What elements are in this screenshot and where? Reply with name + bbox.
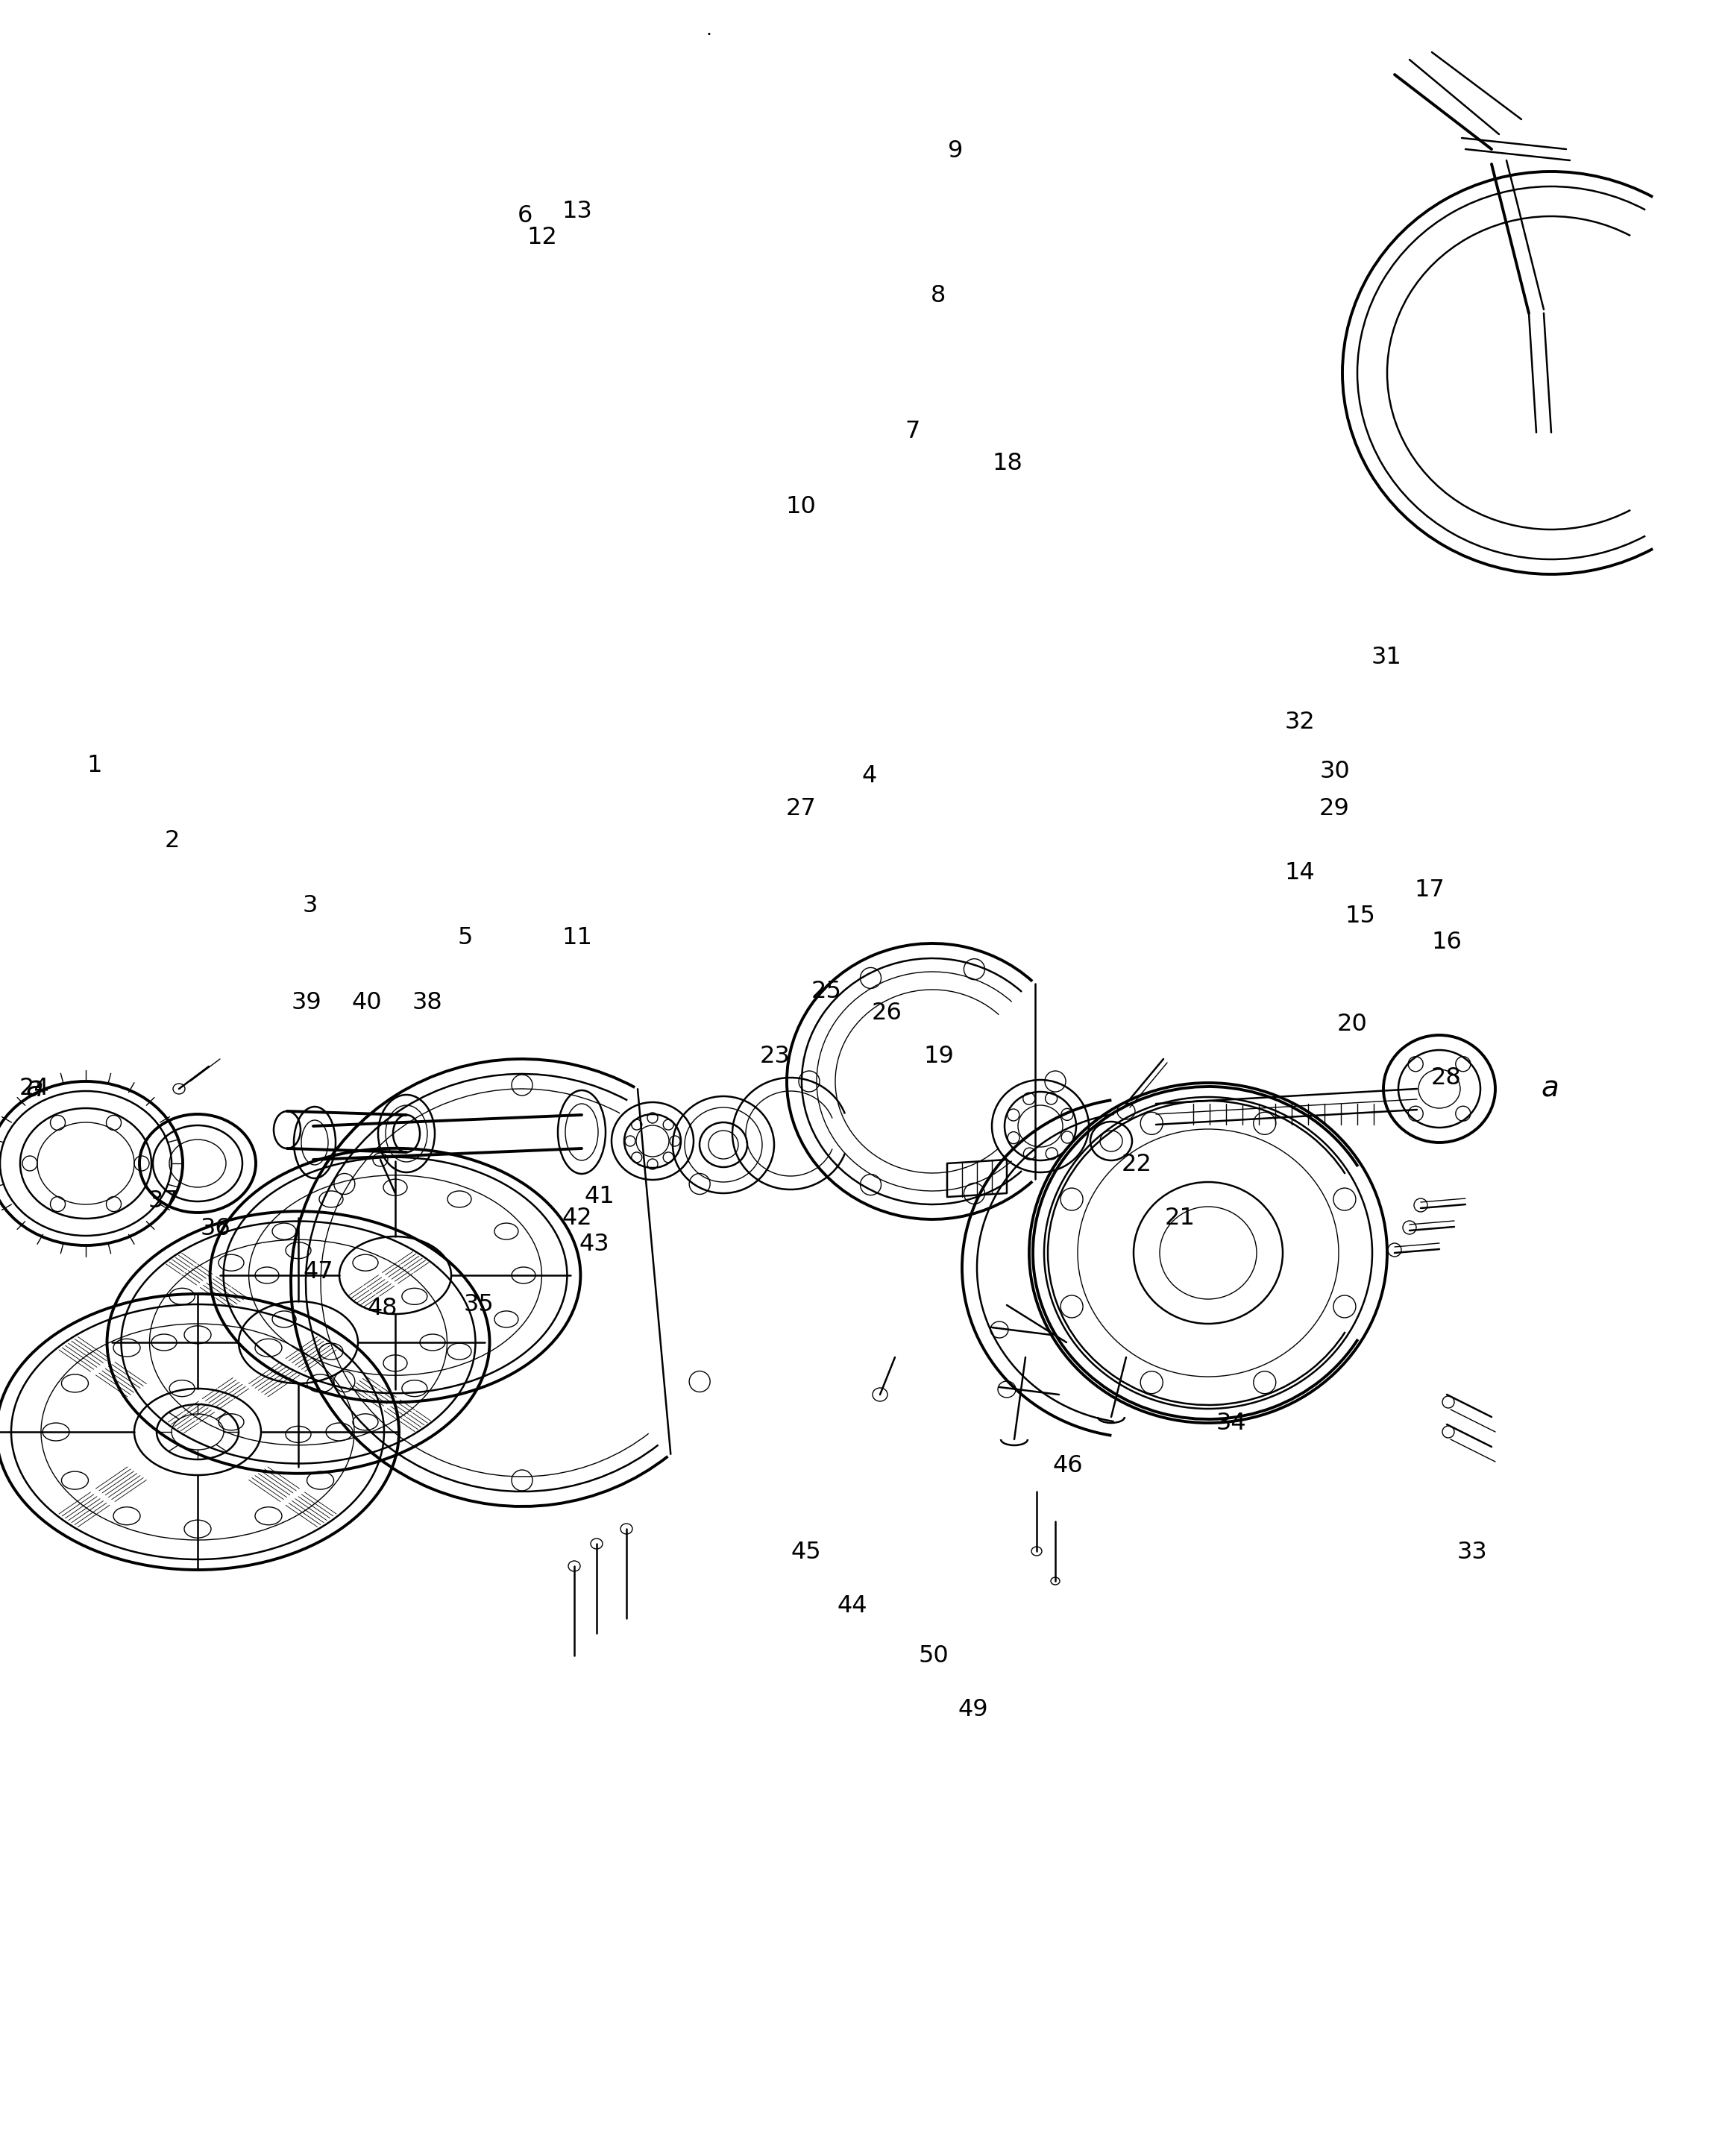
Text: 6: 6 [518,205,532,226]
Text: 14: 14 [1285,862,1316,884]
Text: 49: 49 [957,1699,988,1720]
Text: 17: 17 [1414,880,1445,901]
Text: 9: 9 [949,140,963,162]
Text: 7: 7 [906,420,920,442]
Text: 18: 18 [992,453,1023,474]
Text: 46: 46 [1052,1455,1083,1477]
Text: 22: 22 [1121,1153,1152,1175]
Text: 42: 42 [561,1207,592,1229]
Text: 15: 15 [1345,906,1376,927]
Text: 11: 11 [561,927,592,949]
Text: 26: 26 [871,1003,902,1024]
Text: 19: 19 [923,1046,954,1067]
Text: 43: 43 [579,1233,610,1255]
Text: 48: 48 [367,1298,398,1319]
Text: 27: 27 [785,798,816,819]
Text: 32: 32 [1285,711,1316,733]
Text: 44: 44 [837,1595,868,1617]
Text: 1: 1 [88,755,102,776]
Text: 21: 21 [1164,1207,1195,1229]
Text: 23: 23 [759,1046,790,1067]
Text: 47: 47 [303,1261,334,1283]
Text: 38: 38 [412,992,443,1013]
Text: .: . [706,22,711,39]
Text: 16: 16 [1431,931,1462,953]
Text: 8: 8 [932,285,945,306]
Text: 33: 33 [1457,1542,1488,1563]
Text: 45: 45 [790,1542,821,1563]
Text: 41: 41 [584,1186,615,1207]
Text: a: a [1541,1074,1558,1104]
Text: 5: 5 [458,927,472,949]
Text: a: a [26,1074,43,1104]
Text: 40: 40 [351,992,382,1013]
Text: 4: 4 [863,765,876,787]
Text: 50: 50 [918,1645,949,1667]
Text: 20: 20 [1336,1013,1367,1035]
Text: 24: 24 [19,1078,50,1100]
Text: 10: 10 [785,496,816,517]
Text: 29: 29 [1319,798,1350,819]
Text: 35: 35 [463,1294,494,1315]
Text: 36: 36 [200,1218,231,1240]
Text: 28: 28 [1431,1067,1462,1089]
Text: 34: 34 [1216,1412,1247,1434]
Text: 30: 30 [1319,761,1350,783]
Text: 25: 25 [811,981,842,1003]
Text: 13: 13 [561,201,592,222]
Text: 37: 37 [148,1190,179,1212]
Text: 31: 31 [1371,647,1402,668]
Text: 12: 12 [527,226,558,248]
Text: 2: 2 [165,830,179,852]
Text: 39: 39 [291,992,322,1013]
Text: 3: 3 [303,895,317,916]
